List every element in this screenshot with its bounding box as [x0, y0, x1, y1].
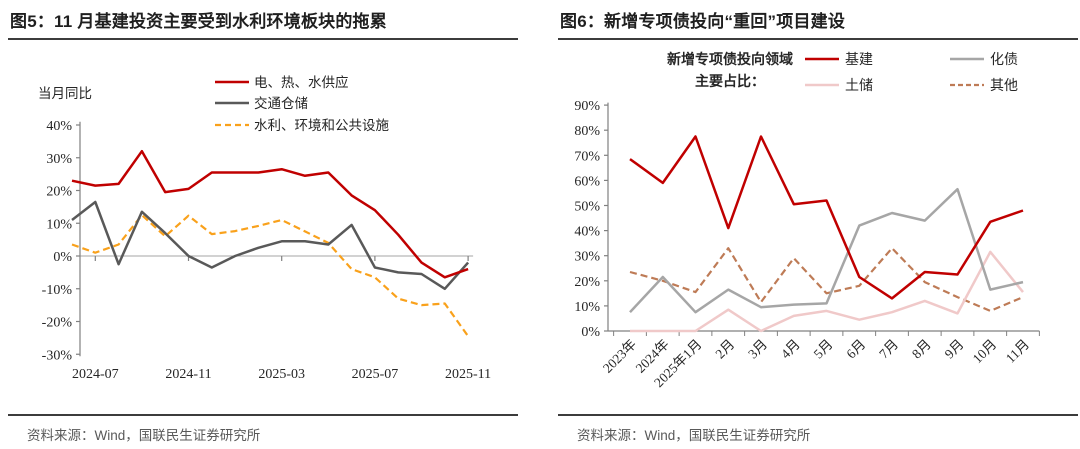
x-tick-label: 11月: [1003, 337, 1032, 366]
x-tick-label: 6月: [843, 337, 868, 362]
figure-6-title: 图6：新增专项债投向“重回”项目建设: [558, 4, 1078, 40]
y-tick-label: 0%: [53, 250, 72, 265]
y-tick-label: -10%: [42, 283, 73, 298]
x-tick-label: 8月: [909, 337, 934, 362]
series-line-2: [630, 250, 1024, 333]
x-tick-label: 5月: [811, 337, 836, 362]
series-line-3: [629, 247, 1024, 312]
y-tick-label: 30%: [574, 250, 600, 265]
x-tick-label: 3月: [745, 337, 770, 362]
x-tick-label: 10月: [970, 337, 1000, 367]
legend-label-0: 电、热、水供应: [254, 74, 349, 90]
figure-5-line-chart: 40% 30% 20% 10% 0% -10% -20% -30% 2024-07 2024-11…: [38, 74, 491, 382]
x-tick-label: 4月: [778, 337, 803, 362]
y-tick-label: 90%: [574, 99, 600, 114]
x-tick-label: 9月: [942, 337, 967, 362]
y-tick-label: 70%: [574, 149, 600, 164]
x-tick-label: 7月: [876, 337, 901, 362]
series-line-0: [71, 149, 469, 279]
y-axis-caption: 当月同比: [38, 86, 92, 101]
series-line-1: [71, 200, 470, 291]
y-tick-label: 40%: [574, 225, 600, 240]
figure-5-source: 资料来源：Wind，国联民生证券研究所: [8, 414, 518, 444]
legend-label-3: 其他: [990, 77, 1018, 93]
x-tick-label: 2025-07: [352, 367, 399, 382]
legend-label-2: 水利、环境和公共设施: [254, 118, 389, 133]
y-tick-label: 10%: [574, 300, 600, 315]
figure-5-title: 图5：11 月基建投资主要受到水利环境板块的拖累: [8, 4, 518, 40]
x-tick-label: 2024-11: [165, 367, 211, 382]
legend-header-line2: 主要占比：: [695, 73, 765, 89]
x-tick-label: 2024-07: [72, 367, 119, 382]
y-tick-label: 60%: [574, 174, 600, 189]
series-line-0: [629, 135, 1024, 300]
y-tick-label: 40%: [46, 119, 72, 134]
legend-label-1: 化债: [990, 51, 1018, 67]
y-tick-label: 10%: [46, 217, 72, 232]
y-tick-label: -20%: [42, 316, 73, 331]
legend-label-0: 基建: [845, 51, 873, 67]
figure-6-source: 资料来源：Wind，国联民生证券研究所: [558, 414, 1078, 444]
y-tick-label: -30%: [42, 348, 73, 363]
y-tick-label: 0%: [581, 325, 600, 340]
x-tick-label: 2025-11: [445, 367, 491, 382]
y-tick-label: 20%: [46, 185, 72, 200]
y-tick-label: 20%: [574, 275, 600, 290]
figure-5-panel: 图5：11 月基建投资主要受到水利环境板块的拖累 40% 30% 20% 10% 0% -…: [8, 4, 518, 444]
legend-label-1: 交通仓储: [254, 95, 308, 111]
x-tick-label: 2025-03: [258, 367, 305, 382]
figure-6-panel: 图6：新增专项债投向“重回”项目建设 新增专项债投向领域 主要占比： 基建 化债土储 其…: [558, 4, 1078, 444]
x-tick-label: 2月: [712, 337, 737, 362]
x-tick-label: 2023年: [600, 337, 639, 376]
legend-header-line1: 新增专项债投向领域: [667, 51, 793, 67]
series-line-1: [629, 187, 1024, 314]
y-tick-label: 30%: [46, 152, 72, 167]
y-tick-label: 80%: [574, 124, 600, 139]
legend-label-2: 土储: [845, 77, 873, 93]
y-tick-label: 50%: [574, 200, 600, 215]
